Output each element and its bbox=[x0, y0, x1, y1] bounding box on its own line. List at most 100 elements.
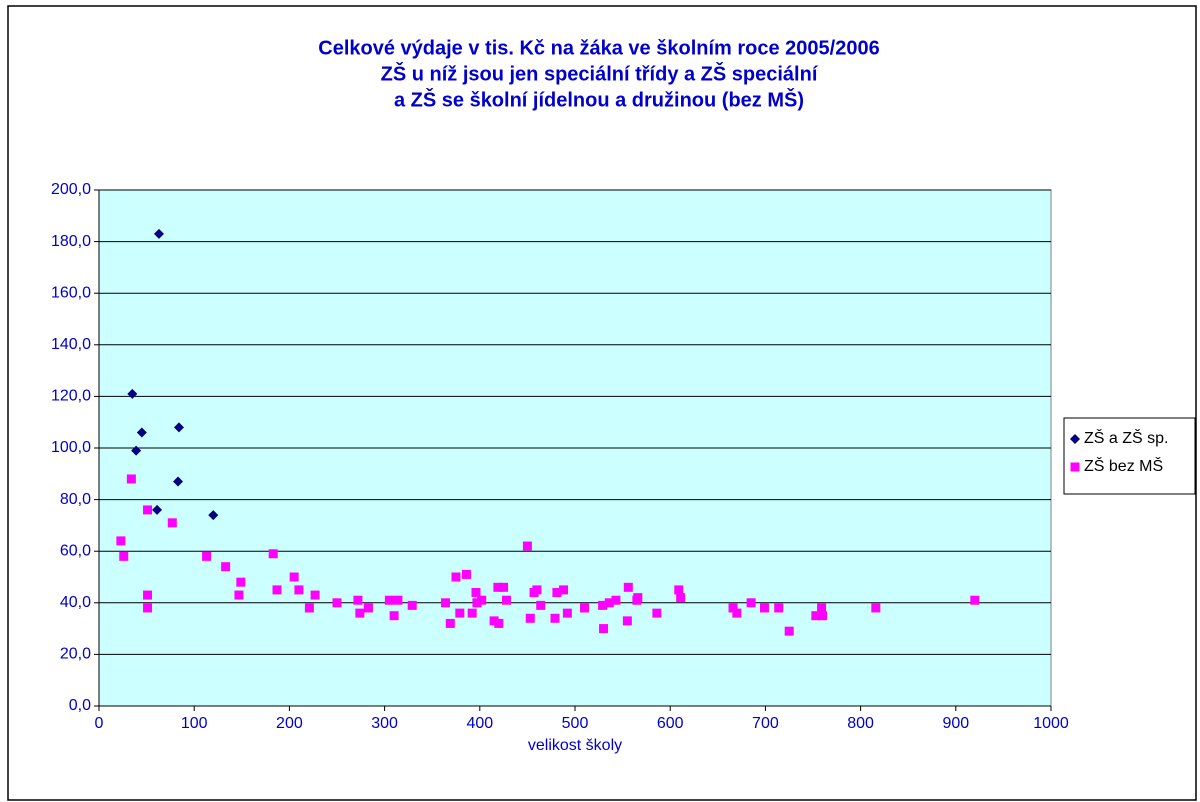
data-point bbox=[268, 549, 278, 559]
x-tick-label: 100 bbox=[181, 715, 208, 732]
y-tick-label: 40,0 bbox=[60, 594, 91, 611]
data-point bbox=[489, 616, 499, 626]
data-point bbox=[559, 585, 569, 595]
data-point bbox=[461, 569, 471, 579]
data-point bbox=[153, 228, 164, 239]
data-point bbox=[208, 510, 219, 521]
data-point bbox=[143, 590, 153, 600]
data-point bbox=[970, 595, 980, 605]
data-point bbox=[871, 603, 881, 613]
data-point bbox=[633, 593, 643, 603]
x-tick-label: 600 bbox=[657, 715, 684, 732]
data-point bbox=[522, 541, 532, 551]
data-point bbox=[550, 613, 560, 623]
data-point bbox=[332, 598, 342, 608]
data-point bbox=[363, 603, 373, 613]
data-point bbox=[652, 608, 662, 618]
data-point bbox=[599, 624, 609, 634]
data-point bbox=[131, 445, 142, 456]
x-tick-label: 700 bbox=[752, 715, 779, 732]
data-point bbox=[611, 595, 621, 605]
data-point bbox=[818, 611, 828, 621]
y-tick-label: 180,0 bbox=[51, 233, 91, 250]
data-point bbox=[126, 474, 136, 484]
data-point bbox=[384, 595, 394, 605]
chart-title: Celkové výdaje v tis. Kč na žáka ve škol… bbox=[318, 37, 879, 59]
data-point bbox=[116, 536, 126, 546]
data-point bbox=[562, 608, 572, 618]
data-point bbox=[746, 598, 756, 608]
legend-marker bbox=[1070, 462, 1080, 472]
data-point bbox=[143, 505, 153, 515]
data-point bbox=[353, 595, 363, 605]
data-point bbox=[136, 427, 147, 438]
data-point bbox=[623, 582, 633, 592]
data-point bbox=[389, 611, 399, 621]
x-tick-label: 200 bbox=[276, 715, 303, 732]
data-point bbox=[759, 603, 769, 613]
data-point bbox=[407, 600, 417, 610]
data-point bbox=[622, 616, 632, 626]
data-point bbox=[441, 598, 451, 608]
data-point bbox=[494, 618, 504, 628]
data-point bbox=[817, 603, 827, 613]
data-point bbox=[355, 608, 365, 618]
legend-label: ZŠ a ZŠ sp. bbox=[1084, 428, 1168, 447]
chart-title: a ZŠ se školní jídelnou a družinou (bez … bbox=[394, 87, 804, 111]
data-point bbox=[580, 603, 590, 613]
data-point bbox=[152, 504, 163, 515]
data-point bbox=[552, 587, 562, 597]
data-point bbox=[167, 518, 177, 528]
legend-marker bbox=[1070, 434, 1080, 444]
data-point bbox=[477, 595, 487, 605]
data-point bbox=[501, 595, 511, 605]
x-tick-label: 1000 bbox=[1033, 715, 1069, 732]
y-tick-label: 200,0 bbox=[51, 181, 91, 198]
x-tick-label: 900 bbox=[942, 715, 969, 732]
data-point bbox=[234, 590, 244, 600]
data-point bbox=[310, 590, 320, 600]
x-tick-label: 500 bbox=[562, 715, 589, 732]
y-tick-label: 60,0 bbox=[60, 542, 91, 559]
data-point bbox=[604, 598, 614, 608]
data-point bbox=[304, 603, 314, 613]
y-tick-label: 160,0 bbox=[51, 284, 91, 301]
chart-title: ZŠ u níž jsou jen speciální třídy a ZŠ s… bbox=[381, 61, 819, 85]
data-point bbox=[811, 611, 821, 621]
x-axis-label: velikost školy bbox=[528, 737, 622, 754]
data-point bbox=[532, 585, 542, 595]
legend-label: ZŠ bez MŠ bbox=[1084, 456, 1163, 475]
y-tick-label: 140,0 bbox=[51, 336, 91, 353]
x-tick-label: 0 bbox=[95, 715, 104, 732]
x-tick-label: 800 bbox=[847, 715, 874, 732]
data-point bbox=[471, 587, 481, 597]
data-point bbox=[598, 600, 608, 610]
data-point bbox=[236, 577, 246, 587]
data-point bbox=[536, 600, 546, 610]
x-tick-label: 300 bbox=[371, 715, 398, 732]
data-point bbox=[294, 585, 304, 595]
data-point bbox=[173, 476, 184, 487]
data-point bbox=[455, 608, 465, 618]
data-point bbox=[525, 613, 535, 623]
data-point bbox=[221, 562, 231, 572]
data-point bbox=[674, 585, 684, 595]
y-tick-label: 120,0 bbox=[51, 388, 91, 405]
data-point bbox=[499, 582, 509, 592]
data-point bbox=[728, 603, 738, 613]
data-point bbox=[393, 595, 403, 605]
legend bbox=[1063, 417, 1196, 495]
data-point bbox=[272, 585, 282, 595]
data-point bbox=[127, 388, 138, 399]
y-tick-label: 0,0 bbox=[69, 697, 91, 714]
y-tick-label: 100,0 bbox=[51, 439, 91, 456]
y-tick-label: 20,0 bbox=[60, 646, 91, 663]
data-point bbox=[493, 582, 503, 592]
data-point bbox=[445, 618, 455, 628]
data-point bbox=[289, 572, 299, 582]
data-point bbox=[202, 551, 212, 561]
data-point bbox=[451, 572, 461, 582]
data-point bbox=[732, 608, 742, 618]
x-tick-label: 400 bbox=[466, 715, 493, 732]
